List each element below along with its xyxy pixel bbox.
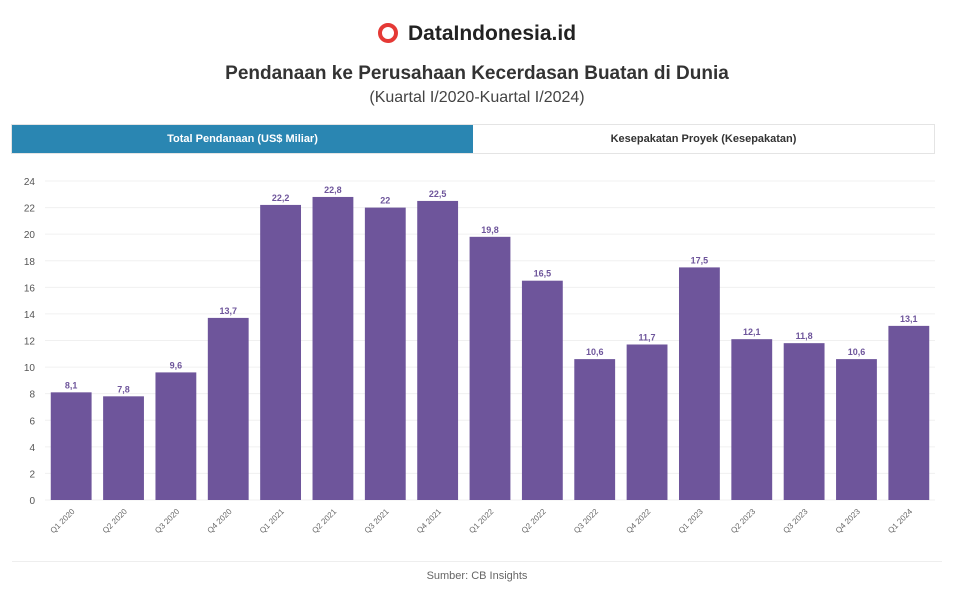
data-label: 7,8 [117,384,130,394]
y-tick-label: 12 [24,337,36,348]
x-tick-label: Q2 2020 [101,507,129,535]
y-tick-label: 22 [24,204,36,215]
chart-subtitle: (Kuartal I/2020-Kuartal I/2024) [369,89,585,106]
data-label: 22 [380,196,390,206]
x-tick-label: Q4 2020 [206,507,234,535]
y-tick-label: 2 [29,469,35,480]
chart-title: Pendanaan ke Perusahaan Kecerdasan Buata… [225,63,729,84]
bar[interactable] [783,343,825,500]
y-tick-label: 16 [24,283,36,294]
data-label: 17,5 [691,255,709,265]
data-label: 9,6 [170,360,183,370]
bar[interactable] [155,372,197,500]
bar[interactable] [626,344,668,500]
y-tick-label: 4 [29,443,35,454]
bar[interactable] [731,339,773,500]
bar[interactable] [364,207,406,501]
x-tick-label: Q1 2024 [886,507,914,535]
x-tick-label: Q4 2022 [624,507,652,535]
data-label: 12,1 [743,327,761,337]
data-label: 19,8 [481,225,499,235]
y-tick-label: 24 [24,177,36,188]
x-tick-label: Q4 2021 [415,507,443,535]
bar[interactable] [417,200,459,500]
bar[interactable] [888,325,930,500]
data-label: 10,6 [848,347,866,357]
data-label: 22,5 [429,189,447,199]
y-tick-label: 14 [24,310,36,321]
x-tick-label: Q1 2022 [467,507,495,535]
data-label: 11,7 [639,332,656,342]
bar[interactable] [521,280,563,500]
tab-total-funding[interactable]: Total Pendanaan (US$ Miliar) [12,125,473,153]
brand-logo: DataIndonesia.id [0,22,954,46]
brand-name: DataIndonesia.id [407,22,577,45]
logo-icon [377,23,398,43]
y-tick-label: 10 [24,363,36,374]
data-label: 13,7 [219,306,237,316]
data-label: 22,8 [324,185,342,195]
data-label: 8,1 [65,380,78,390]
bar[interactable] [50,392,92,500]
bar[interactable] [836,359,877,500]
data-label: 13,1 [900,314,918,324]
x-tick-label: Q4 2023 [834,507,862,535]
bar[interactable] [469,236,511,500]
y-tick-label: 6 [29,416,35,427]
divider [12,561,942,562]
y-tick-label: 18 [24,257,36,268]
tab-deals[interactable]: Kesepakatan Proyek (Kesepakatan) [610,133,797,145]
x-tick-label: Q2 2022 [520,507,548,535]
x-tick-label: Q2 2021 [310,507,338,535]
metric-tabs: Total Pendanaan (US$ Miliar) Kesepakatan… [11,124,935,154]
y-tick-label: 20 [24,230,36,241]
x-tick-label: Q3 2023 [781,507,809,535]
x-tick-label: Q3 2022 [572,507,600,535]
data-label: 16,5 [534,269,552,279]
bar[interactable] [207,317,249,500]
data-label: 22,2 [272,193,290,203]
x-tick-label: Q3 2021 [363,507,391,535]
source-note: Sumber: CB Insights [426,570,528,582]
x-tick-label: Q3 2020 [153,507,181,535]
y-tick-label: 0 [29,496,35,507]
y-tick-label: 8 [29,390,35,401]
x-tick-label: Q1 2020 [49,507,77,535]
bar[interactable] [574,359,616,500]
x-tick-label: Q1 2021 [258,507,286,535]
x-tick-label: Q2 2023 [729,507,757,535]
bar[interactable] [103,396,144,500]
bar[interactable] [678,267,720,500]
data-label: 11,8 [796,331,813,341]
bar[interactable] [260,204,302,501]
bar[interactable] [312,196,354,500]
x-tick-label: Q1 2023 [677,507,705,535]
data-label: 10,6 [586,347,604,357]
